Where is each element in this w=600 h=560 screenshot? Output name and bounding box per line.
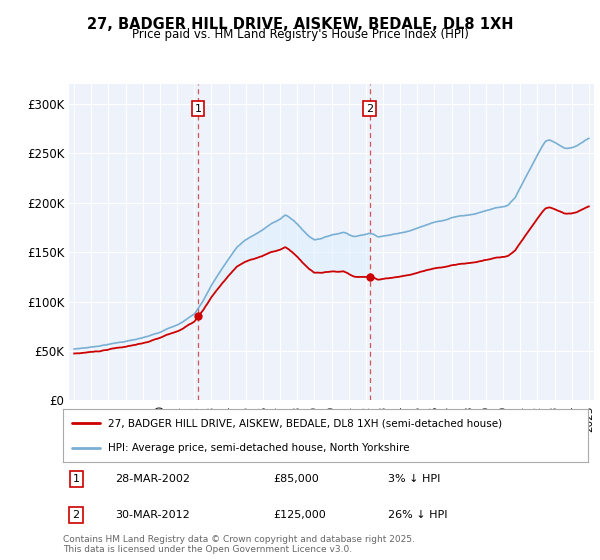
Text: HPI: Average price, semi-detached house, North Yorkshire: HPI: Average price, semi-detached house,… xyxy=(107,442,409,452)
Text: 1: 1 xyxy=(194,104,202,114)
Text: 1: 1 xyxy=(73,474,80,484)
Text: £85,000: £85,000 xyxy=(273,474,319,484)
Text: 28-MAR-2002: 28-MAR-2002 xyxy=(115,474,191,484)
Text: 26% ↓ HPI: 26% ↓ HPI xyxy=(389,510,448,520)
Text: Contains HM Land Registry data © Crown copyright and database right 2025.
This d: Contains HM Land Registry data © Crown c… xyxy=(63,535,415,554)
Text: 2: 2 xyxy=(73,510,80,520)
Text: Price paid vs. HM Land Registry's House Price Index (HPI): Price paid vs. HM Land Registry's House … xyxy=(131,28,469,41)
Text: 3% ↓ HPI: 3% ↓ HPI xyxy=(389,474,441,484)
Text: £125,000: £125,000 xyxy=(273,510,326,520)
Text: 2: 2 xyxy=(366,104,373,114)
Text: 30-MAR-2012: 30-MAR-2012 xyxy=(115,510,190,520)
Text: 27, BADGER HILL DRIVE, AISKEW, BEDALE, DL8 1XH (semi-detached house): 27, BADGER HILL DRIVE, AISKEW, BEDALE, D… xyxy=(107,418,502,428)
Text: 27, BADGER HILL DRIVE, AISKEW, BEDALE, DL8 1XH: 27, BADGER HILL DRIVE, AISKEW, BEDALE, D… xyxy=(87,17,513,32)
